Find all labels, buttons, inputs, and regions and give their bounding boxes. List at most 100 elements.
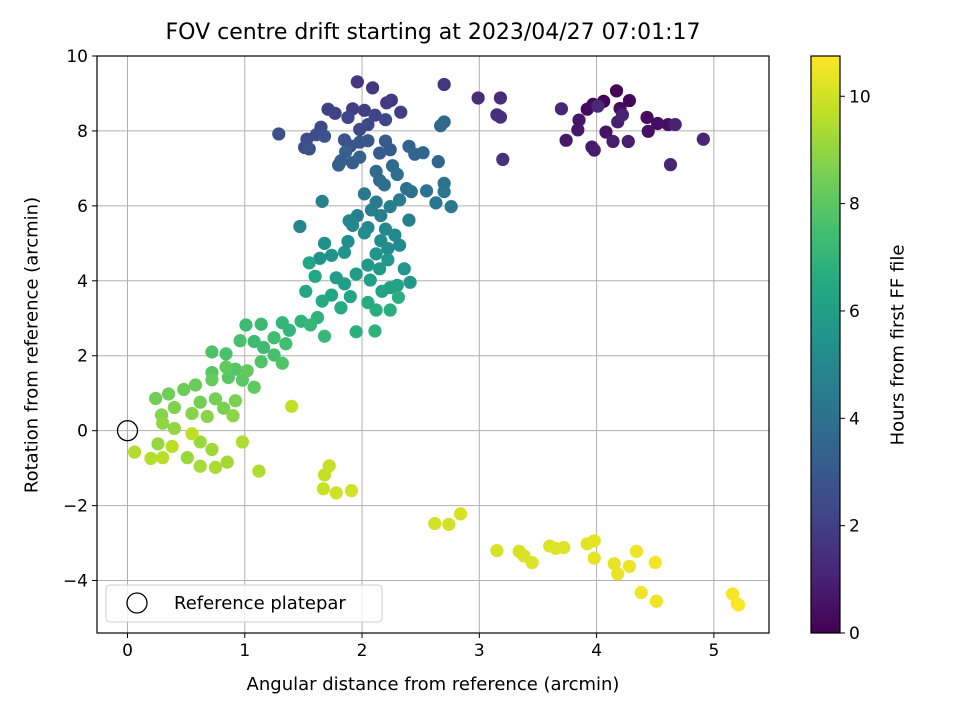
scatter-point	[339, 145, 353, 159]
scatter-point	[349, 325, 363, 339]
x-tick-label: 2	[357, 641, 368, 661]
scatter-point	[363, 273, 377, 287]
reference-marker-layer	[116, 420, 139, 442]
scatter-point	[151, 437, 165, 451]
scatter-point	[205, 442, 219, 457]
scatter-point	[302, 256, 316, 270]
scatter-point	[239, 318, 253, 332]
scatter-point	[156, 451, 170, 465]
scatter-point	[378, 222, 393, 236]
scatter-point	[615, 108, 630, 122]
legend-box	[105, 584, 383, 623]
scatter-point	[144, 451, 158, 466]
scatter-point	[240, 364, 254, 378]
x-tick-label: 1	[239, 641, 250, 661]
scatter-point	[368, 108, 382, 122]
scatter-point	[205, 373, 219, 387]
scatter-point	[580, 102, 594, 116]
scatter-point	[496, 152, 510, 167]
scatter-point	[587, 551, 601, 565]
y-tick-label: −4	[63, 572, 88, 592]
y-ticks: −4 −2 0 2 4 6 8 10	[63, 47, 97, 592]
scatter-point	[634, 585, 648, 600]
legend: Reference platepar	[105, 584, 383, 623]
y-tick-label: 2	[77, 347, 88, 367]
legend-marker-open-circle	[126, 592, 148, 614]
scatter-point	[331, 158, 346, 172]
scatter-point	[315, 194, 329, 208]
reference-platepar-marker	[116, 420, 139, 442]
x-tick-label: 0	[122, 641, 133, 661]
scatter-point	[607, 557, 621, 571]
scatter-point	[315, 294, 329, 308]
scatter-point	[377, 178, 391, 192]
scatter-point	[254, 355, 268, 369]
scatter-point	[308, 269, 322, 283]
scatter-point	[324, 288, 339, 302]
scatter-point	[165, 439, 179, 454]
scatter-point	[629, 544, 644, 558]
x-tick-label: 5	[708, 641, 719, 661]
scatter-point	[343, 289, 357, 304]
scatter-point	[275, 316, 289, 330]
scatter-point	[649, 594, 664, 608]
chart-title: FOV centre drift starting at 2023/04/27 …	[165, 20, 701, 45]
colorbar-ticks: 0 2 4 6 8 10	[840, 87, 871, 644]
scatter-point	[177, 382, 191, 397]
scatter-point	[404, 185, 418, 199]
scatter-point	[392, 238, 407, 252]
scatter-point	[587, 534, 601, 548]
scatter-point	[453, 507, 468, 521]
scatter-point	[437, 185, 451, 199]
scatter-point	[313, 251, 327, 265]
scatter-point	[374, 209, 388, 223]
x-tick-label: 3	[474, 641, 485, 661]
scatter-point	[571, 123, 585, 137]
scatter-point	[650, 116, 665, 131]
scatter-point	[285, 399, 299, 413]
scatter-point	[383, 303, 397, 317]
scatter-point	[587, 143, 601, 157]
scatter-point	[349, 267, 363, 281]
scatter-point	[167, 421, 182, 436]
scatter-point	[357, 103, 371, 117]
scatter-point	[388, 228, 402, 242]
scatter-point	[299, 284, 313, 298]
scatter-point	[431, 155, 445, 169]
colorbar-tick-label: 8	[849, 195, 860, 215]
grid-lines	[97, 55, 769, 633]
scatter-point	[606, 134, 620, 149]
scatter-point	[208, 460, 223, 474]
x-axis-label: Angular distance from reference (arcmin)	[246, 674, 620, 695]
scatter-point	[397, 262, 411, 276]
scatter-point	[609, 84, 624, 98]
scatter-point	[303, 318, 318, 332]
scatter-point	[233, 334, 247, 348]
scatter-point	[403, 275, 417, 289]
scatter-point	[416, 146, 430, 160]
scatter-points	[127, 75, 746, 612]
scatter-point	[329, 486, 343, 500]
scatter-point	[554, 102, 569, 116]
scatter-point	[373, 262, 387, 276]
scatter-point	[392, 193, 407, 207]
scatter-point	[228, 394, 242, 408]
colorbar-tick-label: 10	[849, 87, 871, 107]
scatter-point	[357, 187, 371, 201]
x-tick-label: 4	[591, 641, 602, 661]
scatter-point	[302, 142, 316, 156]
scatter-point	[366, 81, 380, 95]
scatter-point	[668, 117, 682, 132]
scatter-point	[525, 555, 539, 570]
scatter-point	[337, 245, 352, 259]
scatter-point	[437, 115, 451, 129]
y-tick-label: 6	[77, 197, 88, 217]
scatter-point	[350, 75, 364, 89]
scatter-point	[317, 329, 332, 343]
scatter-point	[353, 150, 367, 164]
scatter-point	[219, 347, 233, 361]
scatter-point	[357, 226, 371, 240]
scatter-point	[444, 200, 458, 214]
scatter-point	[591, 99, 605, 113]
